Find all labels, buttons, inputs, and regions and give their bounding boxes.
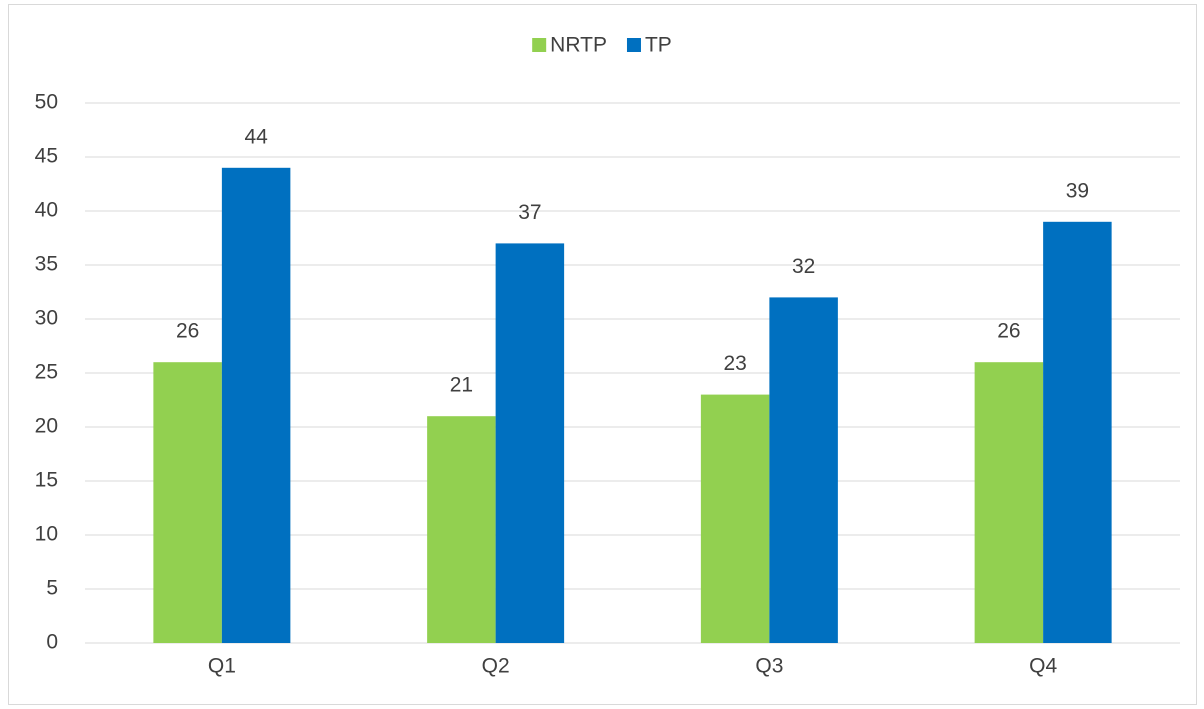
y-tick-label: 50 [35,91,58,114]
bar [153,362,222,643]
bar [1043,221,1112,644]
y-tick-label: 20 [35,415,58,438]
bar [427,416,496,643]
x-tick-label: Q1 [208,655,236,678]
x-tick-label: Q4 [1029,655,1057,678]
legend-swatch [532,38,547,52]
y-tick-label: 45 [35,145,58,168]
y-tick-label: 25 [35,361,58,384]
data-label: 26 [997,320,1020,343]
legend-label: TP [645,34,672,57]
data-label: 44 [244,125,268,148]
data-label: 32 [792,255,815,278]
y-tick-label: 0 [46,631,58,654]
data-label: 26 [176,320,199,343]
y-tick-label: 15 [35,469,58,492]
legend-label: NRTP [550,34,607,57]
data-label: 23 [723,352,746,375]
bar [221,167,291,644]
bar [769,297,838,643]
bar [700,394,770,643]
x-tick-label: Q2 [482,655,510,678]
y-tick-label: 10 [35,523,58,546]
bar [974,362,1044,643]
y-tick-label: 35 [35,253,58,276]
bar [495,243,565,643]
x-tick-label: Q3 [755,655,783,678]
y-tick-label: 30 [35,307,58,330]
data-label: 37 [518,201,541,224]
legend-swatch [626,38,641,52]
data-label: 21 [450,374,473,397]
y-tick-label: 5 [46,577,58,600]
y-tick-label: 40 [35,199,58,222]
data-label: 39 [1066,179,1089,202]
